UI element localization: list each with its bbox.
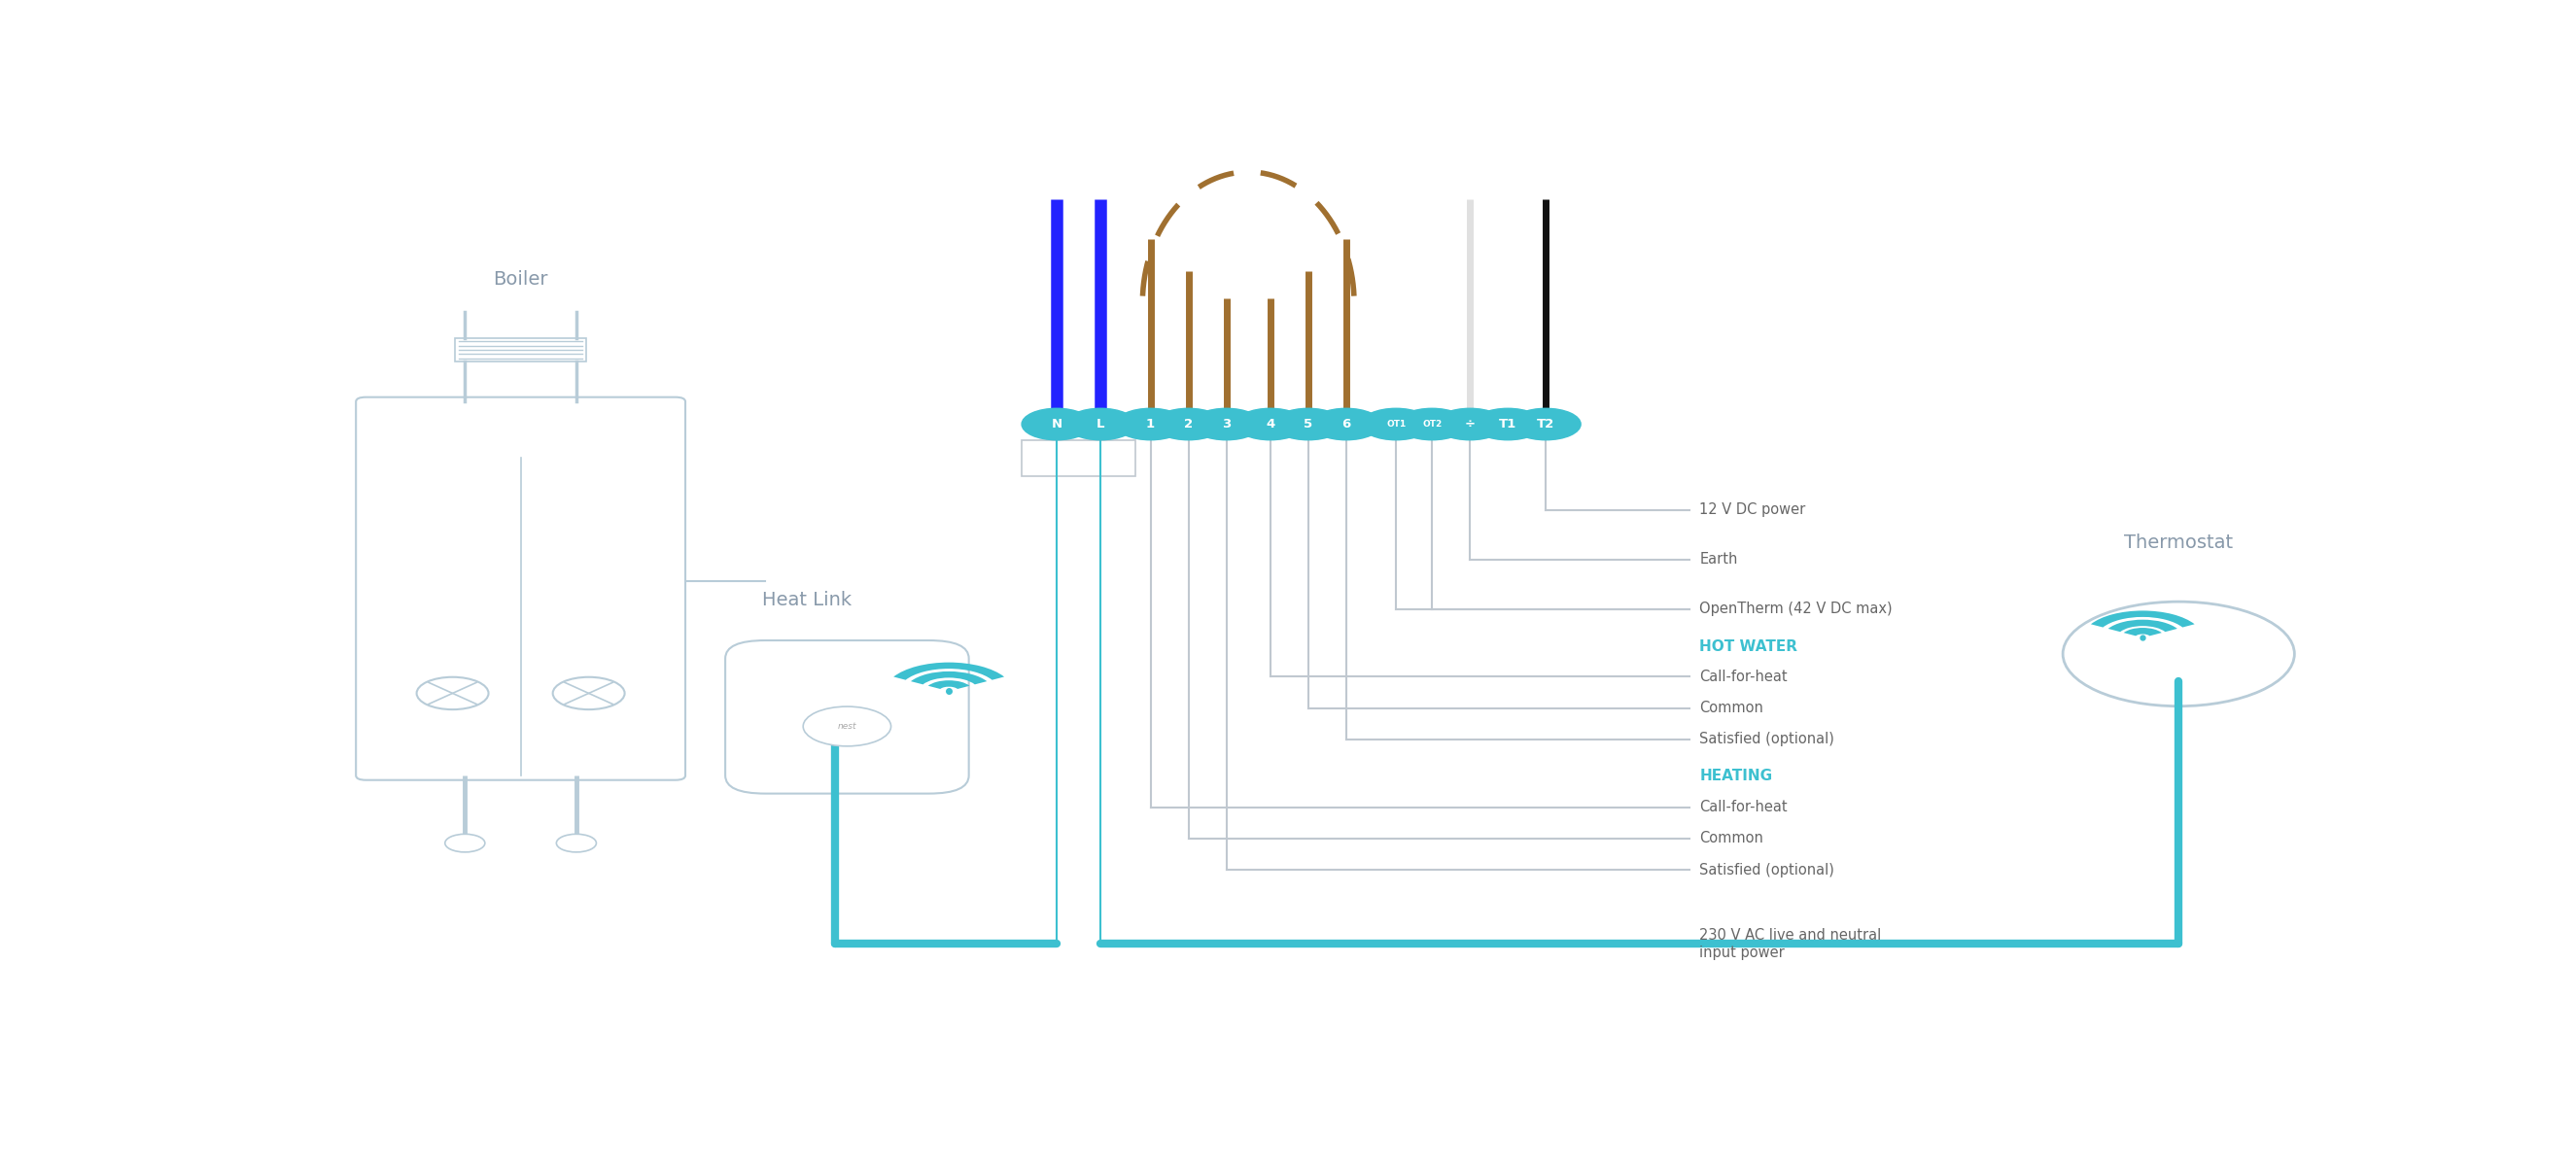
Bar <box>1023 440 1136 476</box>
Text: Heat Link: Heat Link <box>762 591 853 608</box>
Wedge shape <box>927 681 969 689</box>
Circle shape <box>1023 408 1092 440</box>
Text: Boiler: Boiler <box>492 270 549 289</box>
Circle shape <box>1360 408 1432 440</box>
Circle shape <box>556 834 595 852</box>
Text: 12 V DC power: 12 V DC power <box>1700 502 1806 517</box>
Text: OpenTherm (42 V DC max): OpenTherm (42 V DC max) <box>1700 601 1893 617</box>
Wedge shape <box>894 662 1005 680</box>
Text: 1: 1 <box>1146 418 1154 431</box>
Text: T1: T1 <box>1499 418 1517 431</box>
Text: HEATING: HEATING <box>1700 769 1772 784</box>
Circle shape <box>1066 408 1136 440</box>
Text: OT2: OT2 <box>1422 420 1443 428</box>
Circle shape <box>1273 408 1342 440</box>
Circle shape <box>1512 408 1582 440</box>
Circle shape <box>417 677 489 709</box>
Wedge shape <box>2107 620 2177 632</box>
Text: Satisfied (optional): Satisfied (optional) <box>1700 862 1834 878</box>
Bar <box>456 338 587 362</box>
Text: T2: T2 <box>1538 418 1556 431</box>
Circle shape <box>2063 601 2295 707</box>
Circle shape <box>446 834 484 852</box>
Text: N: N <box>1051 418 1061 431</box>
Text: Call-for-heat: Call-for-heat <box>1700 800 1788 814</box>
Circle shape <box>804 707 891 746</box>
Text: ÷: ÷ <box>1466 418 1476 431</box>
Text: 6: 6 <box>1342 418 1350 431</box>
Text: Earth: Earth <box>1700 552 1739 566</box>
Text: Satisfied (optional): Satisfied (optional) <box>1700 732 1834 746</box>
Text: 5: 5 <box>1303 418 1314 431</box>
Text: Call-for-heat: Call-for-heat <box>1700 669 1788 683</box>
Circle shape <box>1435 408 1504 440</box>
Text: OT1: OT1 <box>1386 420 1406 428</box>
Text: 3: 3 <box>1221 418 1231 431</box>
Text: 2: 2 <box>1185 418 1193 431</box>
Text: 4: 4 <box>1265 418 1275 431</box>
FancyBboxPatch shape <box>355 397 685 780</box>
Circle shape <box>1236 408 1306 440</box>
Text: HOT WATER: HOT WATER <box>1700 640 1798 654</box>
Circle shape <box>1396 408 1466 440</box>
Wedge shape <box>2092 611 2195 627</box>
Text: Thermostat: Thermostat <box>2125 534 2233 552</box>
Circle shape <box>1473 408 1543 440</box>
Circle shape <box>554 677 623 709</box>
Text: Common: Common <box>1700 701 1765 715</box>
Circle shape <box>1154 408 1224 440</box>
FancyBboxPatch shape <box>726 640 969 793</box>
Circle shape <box>1193 408 1262 440</box>
Wedge shape <box>912 672 987 684</box>
Text: L: L <box>1097 418 1105 431</box>
Wedge shape <box>2123 628 2161 636</box>
Circle shape <box>1115 408 1185 440</box>
Text: nest: nest <box>837 722 858 731</box>
Text: 230 V AC live and neutral
input power: 230 V AC live and neutral input power <box>1700 928 1880 959</box>
Text: Common: Common <box>1700 832 1765 846</box>
Circle shape <box>1311 408 1381 440</box>
